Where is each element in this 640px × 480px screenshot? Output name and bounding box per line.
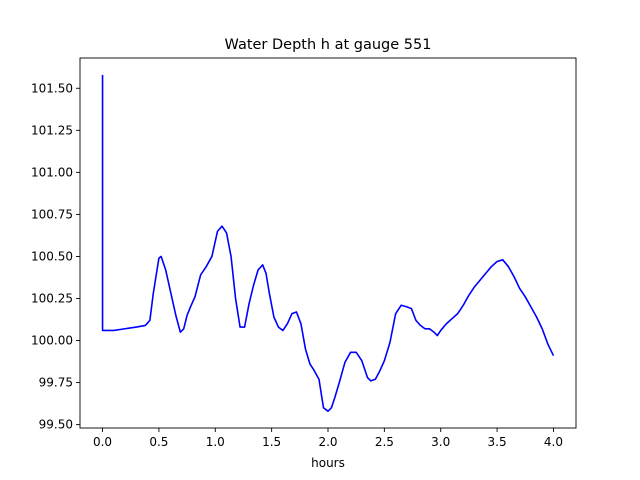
y-tick-label: 100.50 <box>31 249 73 263</box>
y-tick-label: 99.75 <box>39 376 73 390</box>
y-tick-label: 101.25 <box>31 123 73 137</box>
x-tick-label: 0.5 <box>149 435 168 449</box>
y-tick-label: 100.00 <box>31 334 73 348</box>
y-tick-label: 100.25 <box>31 292 73 306</box>
y-tick-label: 99.50 <box>39 418 73 432</box>
series-line-water-depth <box>101 74 555 412</box>
y-tick-label: 101.00 <box>31 165 73 179</box>
chart-title: Water Depth h at gauge 551 <box>225 37 432 53</box>
y-tick-label: 101.50 <box>31 81 73 95</box>
x-tick-label: 3.5 <box>488 435 507 449</box>
y-axis: 99.50 99.75 100.00 100.25 100.50 100.75 101.00… <box>31 81 80 432</box>
x-tick-label: 2.0 <box>318 435 337 449</box>
y-tick-label: 100.75 <box>31 207 73 221</box>
x-axis-label: hours <box>311 456 345 470</box>
x-tick-label: 1.5 <box>262 435 281 449</box>
x-axis: 0.0 0.5 1.0 1.5 2.0 2.5 3.0 3.5 4.0 <box>93 428 563 449</box>
x-tick-label: 1.0 <box>206 435 225 449</box>
x-tick-label: 3.0 <box>431 435 450 449</box>
x-tick-label: 0.0 <box>93 435 112 449</box>
x-tick-label: 4.0 <box>544 435 563 449</box>
x-tick-label: 2.5 <box>375 435 394 449</box>
